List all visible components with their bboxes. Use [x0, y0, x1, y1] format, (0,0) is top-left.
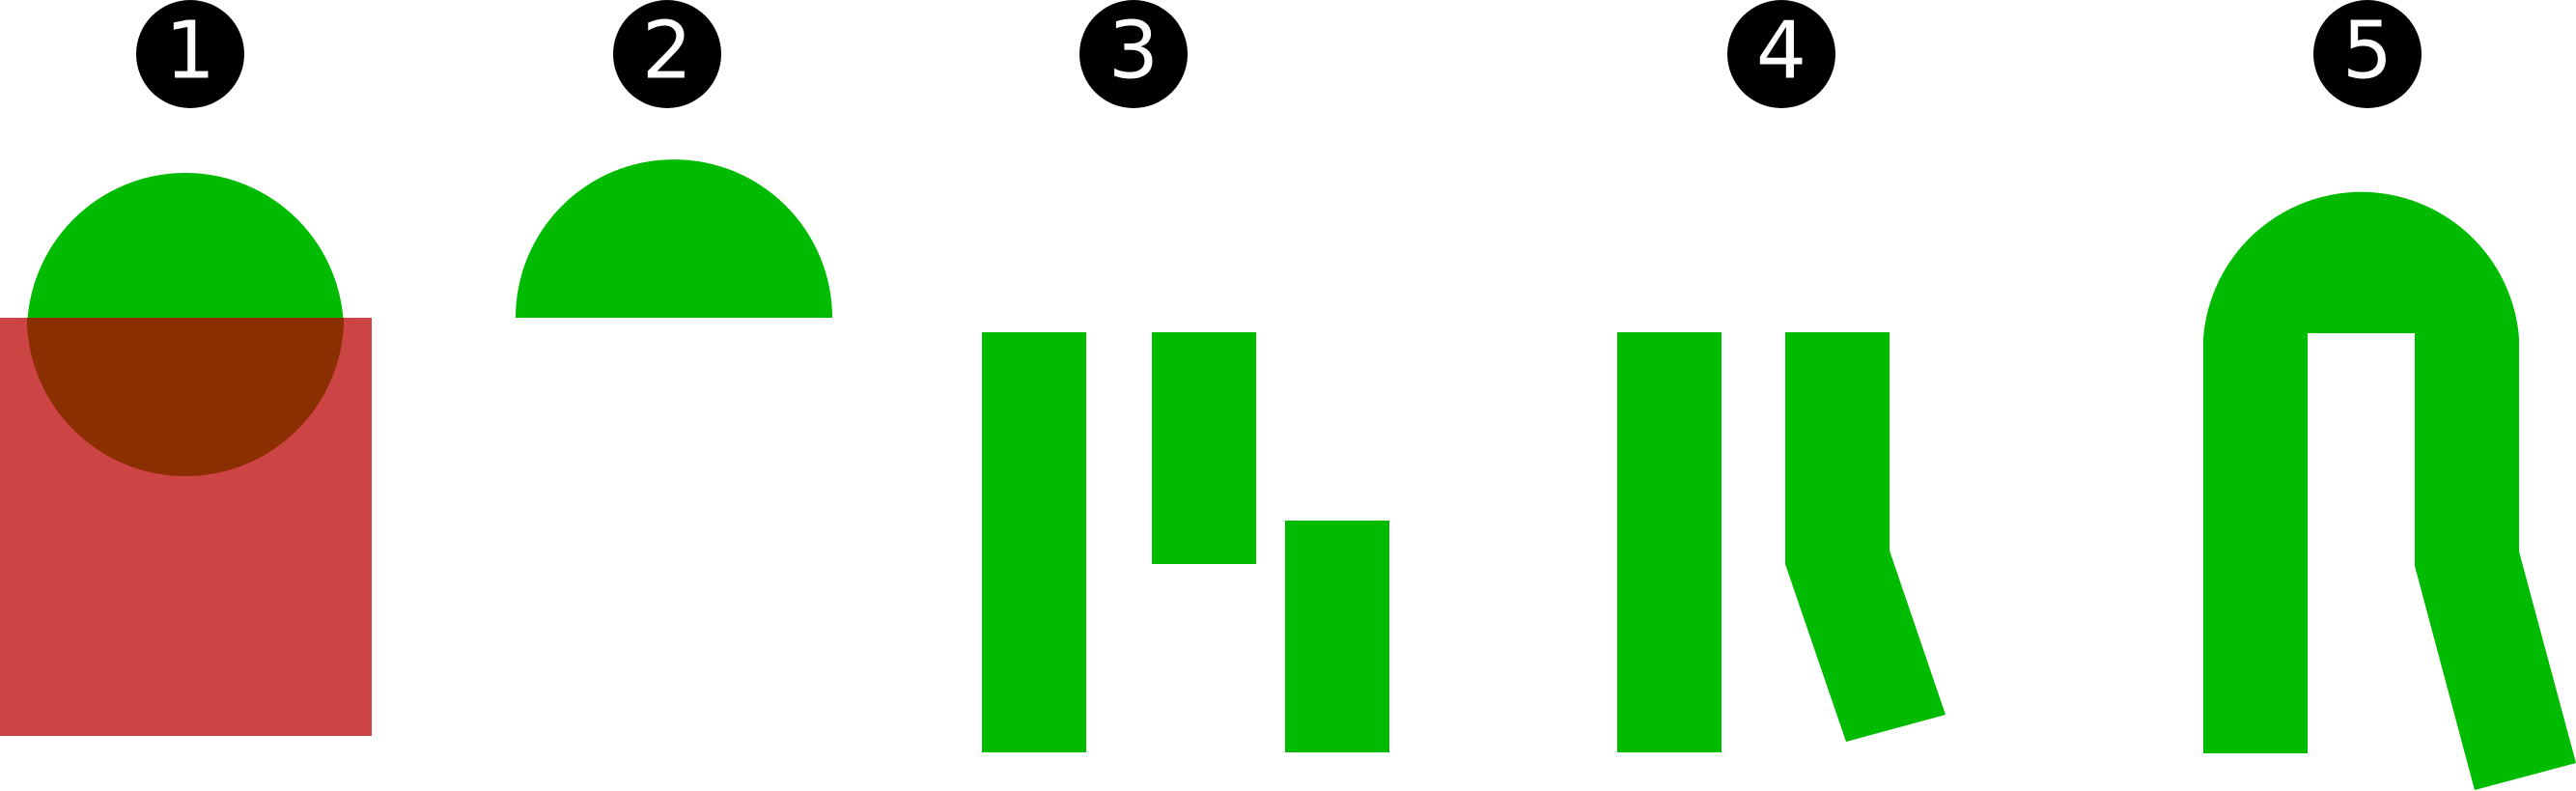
step-1-figure [0, 173, 372, 736]
step-1-overlap-region-lower [27, 318, 344, 476]
step-5-figure [2203, 191, 2576, 790]
step-5-arch [2203, 191, 2576, 790]
step-badge-2-number: 2 [642, 5, 692, 97]
step-2-green-cap [516, 159, 832, 318]
step-badge-1: 1 [136, 0, 244, 108]
step-4-figure [1617, 332, 1946, 752]
step-3-right-bar [1285, 521, 1389, 752]
step-badge-5-number: 5 [2342, 5, 2393, 97]
step-badge-3-number: 3 [1108, 5, 1159, 97]
step-badge-2: 2 [613, 0, 721, 108]
step-3-figure [982, 332, 1389, 752]
step-badge-4-number: 4 [1756, 5, 1806, 97]
step-badge-5: 5 [2313, 0, 2422, 108]
step-2-figure [516, 159, 832, 318]
step-badge-4: 4 [1727, 0, 1835, 108]
step-4-bent-leg [1785, 332, 1946, 742]
step-badge-1-number: 1 [165, 5, 215, 97]
step-4-left-bar [1617, 332, 1722, 752]
step-3-middle-bar [1152, 332, 1256, 564]
step-badge-3: 3 [1079, 0, 1188, 108]
step-3-left-bar [982, 332, 1086, 752]
